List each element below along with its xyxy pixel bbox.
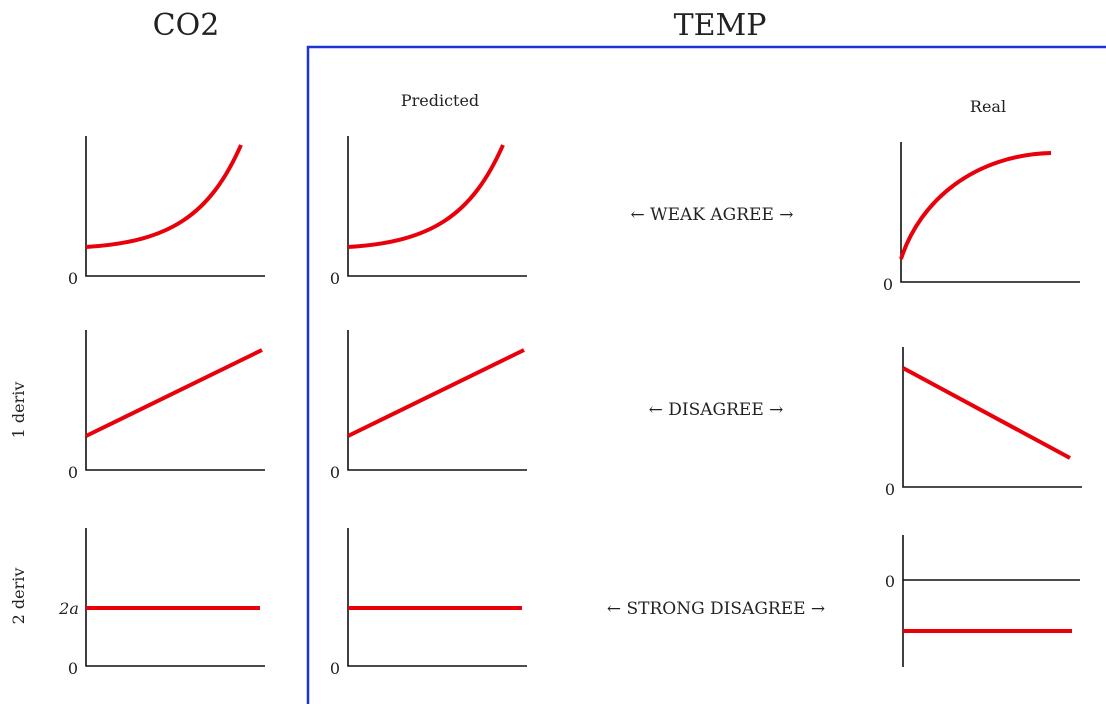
zero-label: 0 — [330, 659, 340, 678]
panel-real-deriv2: 0 — [885, 535, 1080, 667]
comparison-strong-disagree: ← STRONG DISAGREE → — [607, 599, 825, 619]
axes — [85, 136, 265, 277]
real-level-curve — [899, 151, 1052, 260]
axes — [347, 136, 527, 277]
zero-label: 0 — [330, 463, 340, 482]
row-label-1-deriv: 1 deriv — [9, 382, 28, 439]
predicted-subheader: Predicted — [401, 91, 479, 110]
axes — [85, 330, 265, 471]
pred-deriv1-curve — [347, 348, 525, 438]
comparison-disagree: ← DISAGREE → — [649, 400, 784, 420]
co2-deriv1-curve — [85, 348, 263, 438]
temp-header: TEMP — [674, 8, 767, 43]
panel-co2-level: 0 — [68, 136, 265, 288]
zero-label: 0 — [68, 463, 78, 482]
comparison-weak-agree: ← WEAK AGREE → — [630, 205, 793, 225]
axes — [900, 142, 1080, 283]
panel-pred-level: 0 — [330, 136, 527, 288]
panel-real-deriv1: 0 — [885, 347, 1082, 499]
panel-real-level: 0 — [883, 142, 1080, 294]
co2-level-curve — [85, 144, 243, 249]
real-subheader: Real — [970, 97, 1006, 116]
axes — [347, 528, 527, 667]
temp-frame — [306, 45, 1106, 704]
pred-level-curve — [347, 144, 505, 249]
panel-pred-deriv2: 0 — [330, 528, 527, 678]
zero-label: 0 — [885, 572, 895, 591]
zero-label: 0 — [68, 269, 78, 288]
panel-pred-deriv1: 0 — [330, 330, 527, 482]
panel-co2-deriv1: 0 — [68, 330, 265, 482]
co2-header: CO2 — [153, 8, 220, 43]
two-a-label: 2a — [58, 599, 79, 618]
zero-label: 0 — [883, 275, 893, 294]
zero-label: 0 — [885, 480, 895, 499]
row-label-2-deriv: 2 deriv — [9, 568, 28, 625]
axes — [85, 528, 265, 667]
axes — [347, 330, 527, 471]
panel-co2-deriv2: 0 2a — [58, 528, 265, 678]
axes — [902, 347, 1082, 488]
real-deriv1-curve — [902, 366, 1071, 460]
zero-label: 0 — [68, 659, 78, 678]
zero-label: 0 — [330, 269, 340, 288]
